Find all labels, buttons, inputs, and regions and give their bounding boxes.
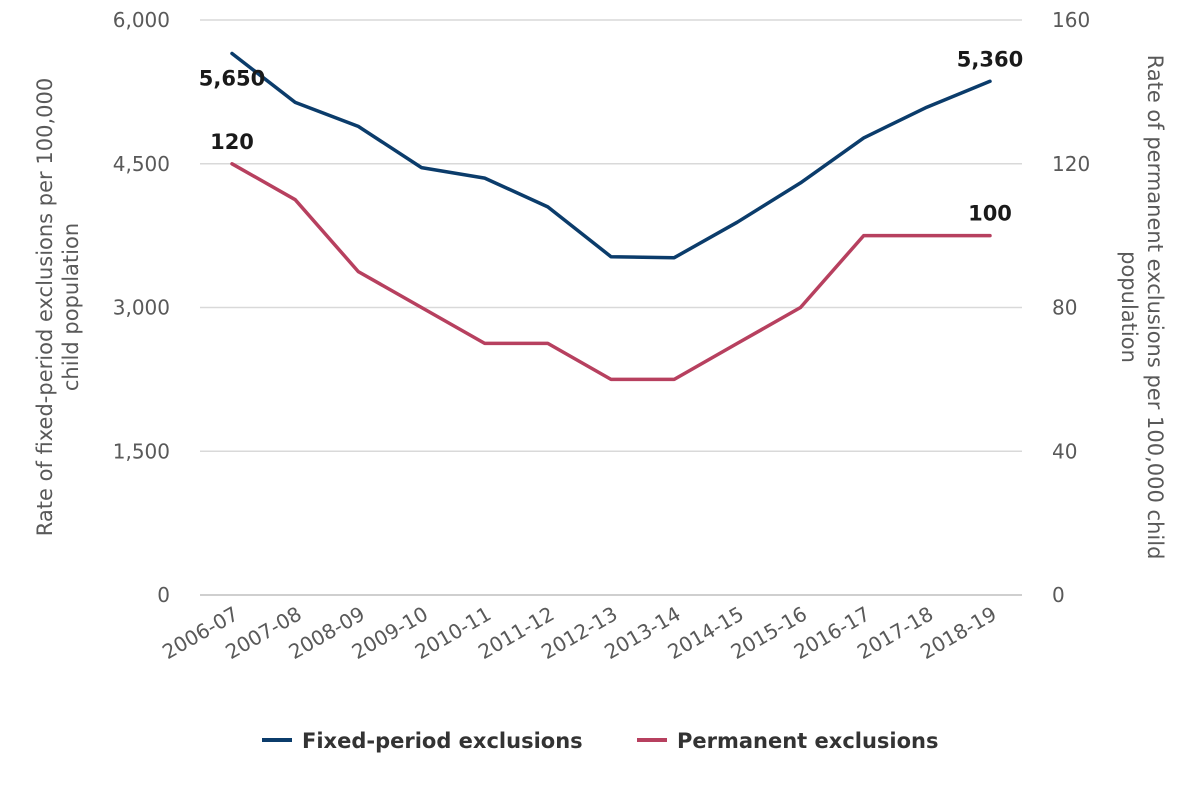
right-tick-label: 40 (1052, 439, 1077, 463)
legend-label: Permanent exclusions (677, 729, 939, 753)
legend-label: Fixed-period exclusions (302, 729, 583, 753)
right-axis-title: Rate of permanent exclusions per 100,000… (1117, 55, 1167, 560)
right-tick-label: 120 (1052, 152, 1090, 176)
left-tick-label: 1,500 (113, 439, 170, 463)
data-label-last: 100 (968, 202, 1012, 226)
left-axis-title: Rate of fixed-period exclusions per 100,… (33, 78, 83, 536)
grid-lines (200, 19, 1022, 596)
left-tick-label: 0 (157, 583, 170, 607)
series-lines (230, 51, 992, 382)
left-axis-ticks: 0 1,500 3,000 4,500 6,000 (113, 8, 170, 607)
left-tick-label: 3,000 (113, 296, 170, 320)
x-axis-ticks: 2006-072007-082008-092009-102010-112011-… (158, 602, 1000, 665)
right-tick-label: 0 (1052, 583, 1065, 607)
data-label-first: 5,650 (199, 67, 265, 91)
left-tick-label: 6,000 (113, 8, 170, 32)
data-labels: 5,650 5,360 120 100 (199, 47, 1023, 225)
right-tick-label: 80 (1052, 296, 1077, 320)
series-line-fixed-period (230, 51, 992, 260)
series-line-permanent (230, 162, 992, 382)
right-axis-ticks: 0 40 80 120 160 (1052, 8, 1090, 607)
left-tick-label: 4,500 (113, 152, 170, 176)
right-tick-label: 160 (1052, 8, 1090, 32)
data-label-last: 5,360 (957, 47, 1023, 71)
legend: Fixed-period exclusions Permanent exclusi… (262, 729, 939, 753)
data-label-first: 120 (210, 130, 254, 154)
